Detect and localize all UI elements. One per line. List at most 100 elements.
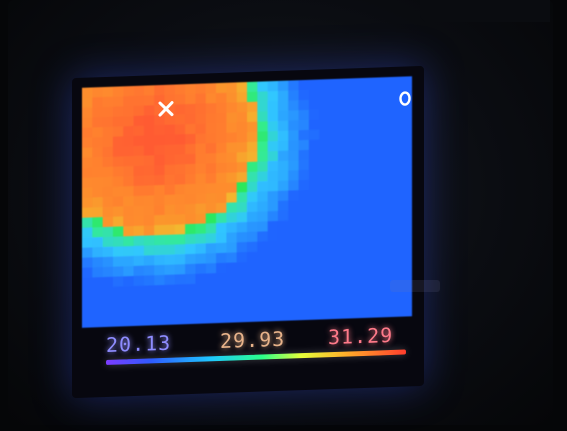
heatmap-cell bbox=[329, 298, 341, 310]
heatmap-cell bbox=[123, 105, 135, 117]
heatmap-cell bbox=[236, 212, 248, 223]
heatmap-cell bbox=[112, 276, 124, 288]
heatmap-cell bbox=[257, 91, 269, 103]
heatmap-cell bbox=[288, 90, 300, 102]
heatmap-cell bbox=[370, 167, 382, 179]
heatmap-cell bbox=[329, 288, 341, 300]
heatmap-cell bbox=[112, 246, 124, 258]
heatmap-cell bbox=[319, 199, 331, 211]
heatmap-cell bbox=[102, 146, 114, 158]
heatmap-cell bbox=[257, 311, 269, 323]
heatmap-cell bbox=[205, 83, 217, 94]
heatmap-cell bbox=[195, 113, 207, 125]
heatmap-cell bbox=[247, 251, 258, 263]
heatmap-cell bbox=[257, 161, 269, 173]
heatmap-cell bbox=[257, 221, 269, 233]
heatmap-cell bbox=[185, 153, 196, 165]
heatmap-cell bbox=[123, 185, 135, 197]
heatmap-cell bbox=[102, 116, 114, 128]
heatmap-cell bbox=[308, 89, 320, 101]
heatmap-cell bbox=[195, 243, 207, 255]
heatmap-cell bbox=[267, 220, 279, 232]
heatmap-cell bbox=[350, 88, 361, 99]
heatmap-cell bbox=[339, 128, 351, 140]
heatmap-cell bbox=[102, 226, 114, 238]
heatmap-cell bbox=[174, 104, 186, 116]
heatmap-cell bbox=[339, 108, 351, 120]
heatmap-cell bbox=[381, 206, 392, 218]
heatmap-cell bbox=[185, 223, 196, 235]
heatmap-cell bbox=[370, 77, 382, 89]
heatmap-cell bbox=[82, 257, 93, 269]
heatmap-cell bbox=[226, 292, 238, 304]
heatmap-cell bbox=[185, 103, 196, 115]
heatmap-cell bbox=[236, 242, 248, 253]
heatmap-cell bbox=[154, 214, 166, 226]
heatmap-cell bbox=[195, 153, 207, 165]
heatmap-cell bbox=[298, 159, 310, 171]
heatmap-cell bbox=[236, 272, 248, 283]
heatmap-cell bbox=[277, 180, 289, 192]
heatmap-cell bbox=[82, 167, 93, 179]
heatmap-cell bbox=[391, 126, 403, 138]
heatmap-cell bbox=[288, 310, 300, 322]
heatmap-cell bbox=[236, 132, 248, 143]
heatmap-cell bbox=[195, 253, 207, 265]
heatmap-cell bbox=[236, 92, 248, 103]
heatmap-cell bbox=[195, 223, 207, 235]
heatmap-cell bbox=[247, 271, 258, 283]
heatmap-cell bbox=[236, 282, 248, 293]
heatmap-cell bbox=[298, 169, 310, 181]
heatmap-cell bbox=[391, 176, 403, 188]
heatmap-cell bbox=[401, 136, 412, 148]
heatmap-cell bbox=[205, 163, 217, 174]
heatmap-cell bbox=[391, 236, 403, 248]
heatmap-cell bbox=[298, 99, 310, 111]
heatmap-cell bbox=[298, 269, 310, 281]
heatmap-cell bbox=[143, 245, 155, 257]
heatmap-cell bbox=[236, 232, 248, 243]
heatmap-cell bbox=[319, 89, 331, 101]
heatmap-cell bbox=[401, 216, 412, 228]
heatmap-cell bbox=[329, 208, 341, 220]
heatmap-cell bbox=[185, 193, 196, 205]
heatmap-cell bbox=[370, 207, 382, 219]
heatmap-cell bbox=[174, 254, 186, 266]
heatmap-cell bbox=[247, 161, 258, 173]
heatmap-cell bbox=[143, 175, 155, 187]
heatmap-cell bbox=[391, 186, 403, 198]
heatmap-cell bbox=[257, 271, 269, 283]
max-temp-readout: 31.29 bbox=[328, 322, 394, 350]
heatmap-cell bbox=[350, 258, 361, 269]
heatmap-cell bbox=[401, 126, 412, 138]
heatmap-cell bbox=[133, 295, 145, 307]
heatmap-cell bbox=[216, 122, 227, 134]
heatmap-cell bbox=[319, 279, 331, 291]
heatmap-cell bbox=[102, 176, 114, 188]
heatmap-cell bbox=[257, 81, 269, 93]
heatmap-cell bbox=[123, 235, 135, 247]
heatmap-cell bbox=[267, 240, 279, 252]
heatmap-cell bbox=[123, 315, 135, 327]
heatmap-cell bbox=[360, 277, 372, 289]
heatmap-cell bbox=[195, 313, 207, 325]
heatmap-cell bbox=[381, 116, 392, 128]
heatmap-cell bbox=[123, 95, 135, 107]
heatmap-cell bbox=[174, 204, 186, 216]
center-temp-readout: 29.93 bbox=[220, 326, 286, 353]
heatmap-cell bbox=[298, 109, 310, 121]
heatmap-cell bbox=[154, 284, 166, 296]
heatmap-cell bbox=[339, 198, 351, 210]
heatmap-cell bbox=[133, 205, 145, 217]
heatmap-cell bbox=[350, 98, 361, 109]
heatmap-cell bbox=[102, 86, 114, 98]
heatmap-cell bbox=[143, 95, 155, 107]
heatmap-cell bbox=[257, 151, 269, 163]
heatmap-cell bbox=[154, 124, 166, 136]
heatmap-cell bbox=[360, 157, 372, 169]
heatmap-cell bbox=[226, 82, 238, 94]
heatmap-cell bbox=[216, 102, 227, 114]
heatmap-cell bbox=[267, 180, 279, 192]
min-temp-readout: 20.13 bbox=[106, 330, 172, 357]
heatmap-cell bbox=[319, 169, 331, 181]
